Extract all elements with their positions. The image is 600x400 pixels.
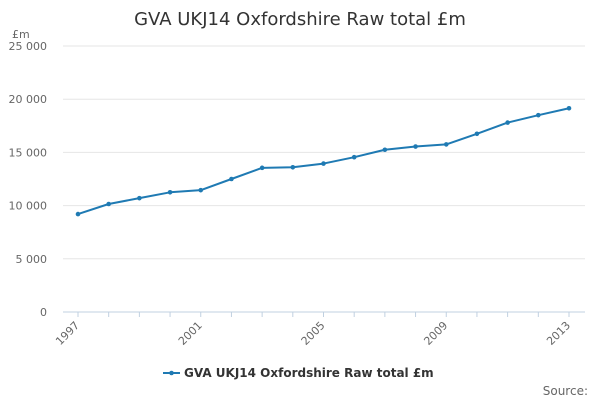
x-tick-label: 1997 [53,319,82,348]
y-tick-label: 10 000 [9,200,48,213]
y-axis-unit-label: £m [12,28,30,41]
tick-labels: 0 5 000 10 000 15 000 20 000 25 000 1997 2001 20… [9,40,574,348]
data-point[interactable] [413,144,418,149]
legend-item-label: GVA UKJ14 Oxfordshire Raw total £m [184,366,434,380]
x-tick-label: 2009 [421,319,450,348]
data-point[interactable] [443,142,449,147]
y-tick-label: 5 000 [16,253,48,266]
data-point[interactable] [75,211,81,217]
legend-swatch-marker [169,370,174,376]
grid-lines [63,45,585,260]
legend[interactable]: GVA UKJ14 Oxfordshire Raw total £m [163,366,434,380]
series-line [77,107,570,216]
axes [63,311,585,317]
y-tick-label: 0 [40,306,47,319]
data-point[interactable] [382,147,388,153]
data-point[interactable] [536,112,541,118]
chart-title: GVA UKJ14 Oxfordshire Raw total £m [134,9,466,30]
y-tick-label: 15 000 [9,146,48,159]
data-point[interactable] [198,187,204,193]
y-tick-label: 20 000 [9,93,48,106]
data-point[interactable] [229,176,234,182]
data-point[interactable] [167,190,173,195]
x-tick-label: 2005 [299,319,328,348]
data-point[interactable] [351,154,357,160]
x-tick-label: 2001 [176,319,205,348]
series-layer [75,105,572,217]
data-point[interactable] [106,201,111,207]
data-point[interactable] [137,195,142,201]
data-point[interactable] [321,161,326,166]
data-point[interactable] [290,164,296,170]
data-point[interactable] [566,105,572,111]
data-point[interactable] [505,120,510,125]
x-tick-label: 2013 [544,319,573,348]
data-point[interactable] [259,165,265,171]
source-label: Source: [543,384,588,398]
y-tick-label: 25 000 [9,40,48,53]
data-point[interactable] [474,131,480,137]
